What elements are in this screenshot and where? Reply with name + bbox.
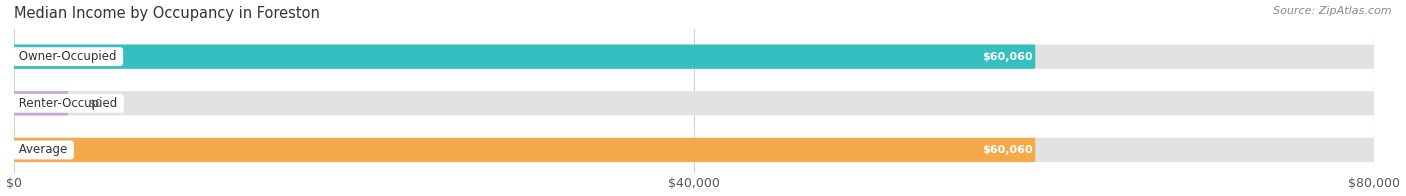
FancyBboxPatch shape: [14, 44, 1035, 69]
Text: Owner-Occupied: Owner-Occupied: [15, 50, 120, 63]
FancyBboxPatch shape: [14, 91, 67, 115]
Text: Renter-Occupied: Renter-Occupied: [15, 97, 121, 110]
Text: $60,060: $60,060: [983, 52, 1033, 62]
Text: Median Income by Occupancy in Foreston: Median Income by Occupancy in Foreston: [14, 5, 319, 21]
Text: $60,060: $60,060: [983, 145, 1033, 155]
Text: Average: Average: [15, 143, 70, 156]
FancyBboxPatch shape: [14, 91, 1375, 115]
FancyBboxPatch shape: [14, 138, 1035, 162]
Text: Source: ZipAtlas.com: Source: ZipAtlas.com: [1274, 6, 1392, 16]
FancyBboxPatch shape: [14, 138, 1375, 162]
Text: $0: $0: [89, 98, 103, 108]
FancyBboxPatch shape: [14, 44, 1375, 69]
